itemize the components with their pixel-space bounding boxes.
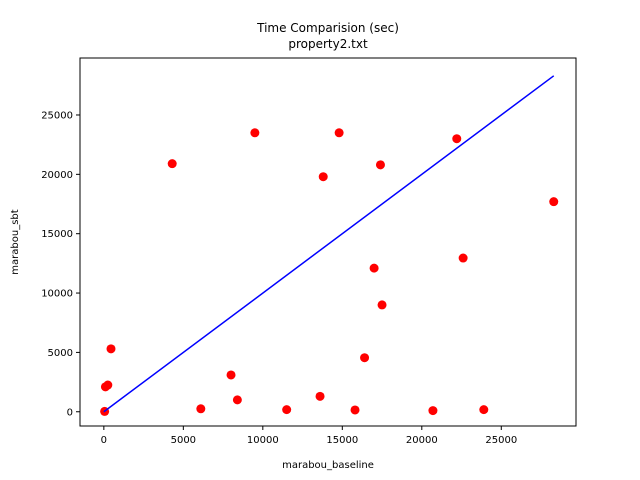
y-tick-label: 10000 [41,289,73,300]
x-tick-label: 0 [101,435,107,446]
data-point [167,159,177,169]
data-point [334,128,344,138]
chart-title: Time Comparision (sec) [256,21,399,35]
x-tick-label: 25000 [485,435,517,446]
x-tick-label: 10000 [247,435,279,446]
data-point [375,160,385,170]
data-point [452,134,462,144]
plot-area [100,75,559,416]
data-point [106,344,116,354]
y-tick-label: 15000 [41,229,73,240]
data-point [196,404,206,414]
y-tick-label: 25000 [41,110,73,121]
y-tick-label: 0 [67,407,73,418]
data-point [232,395,242,405]
data-point [282,405,292,415]
x-tick-label: 20000 [406,435,438,446]
data-point [250,128,260,138]
x-tick-label: 15000 [326,435,358,446]
y-tick-label: 5000 [48,348,73,359]
data-point [226,370,236,380]
chart-subtitle: property2.txt [288,37,368,51]
data-point [350,405,360,415]
x-axis-label: marabou_baseline [282,460,374,471]
data-point [458,253,468,263]
data-point [369,263,379,273]
data-point [479,405,489,415]
plot-frame [79,57,577,427]
data-point [103,380,113,390]
data-point [318,172,328,182]
y-tick-label: 20000 [41,170,73,181]
data-point [360,353,370,363]
y-axis-label: marabou_sbt [10,209,21,274]
data-point [428,406,438,416]
data-point [315,391,325,401]
data-point [377,300,387,310]
series-line [103,75,555,413]
data-point [549,197,559,207]
x-tick-label: 5000 [171,435,196,446]
